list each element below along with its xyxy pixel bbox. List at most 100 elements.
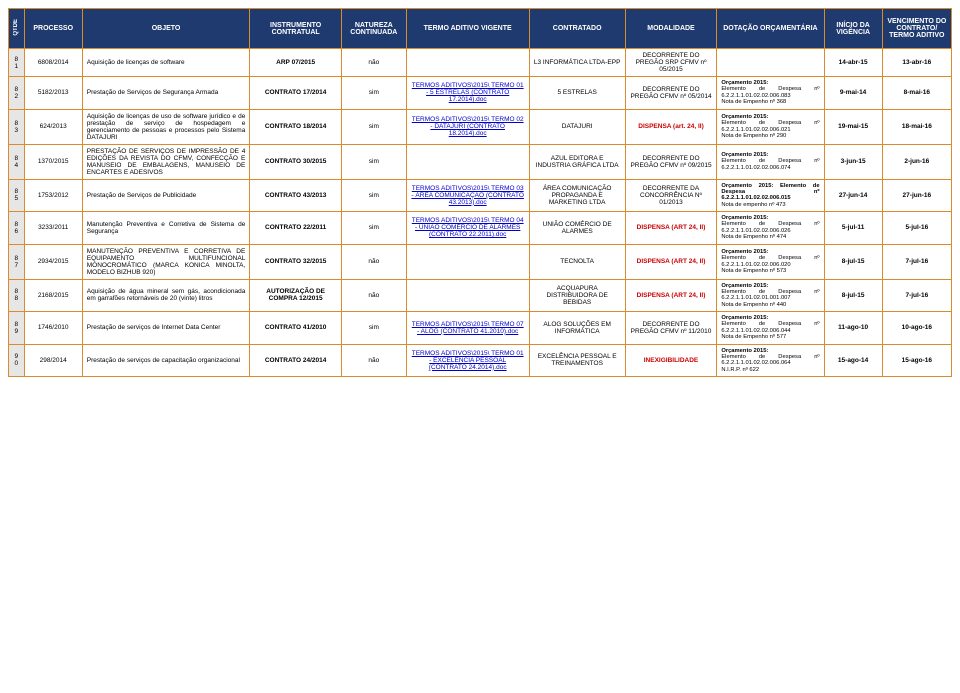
table-row: 851753/2012Prestação de Serviços de Publ… [9, 179, 952, 212]
cell-modalidade: DECORRENTE DA CONCORRÊNCIA Nº 01/2013 [625, 179, 717, 212]
cell-objeto: Prestação de serviços de capacitação org… [82, 344, 250, 377]
cell-qtde: 84 [9, 144, 25, 179]
cell-dotacao: Orçamento 2015:Elemento de Despesa nº 6.… [717, 109, 824, 144]
cell-dotacao: Orçamento 2015:Elemento de Despesa nº 6.… [717, 312, 824, 345]
cell-termo: TERMOS ADITIVOS\2015\ TERMO 03 - ÁREA CO… [406, 179, 529, 212]
cell-natureza: sim [341, 77, 406, 110]
cell-contratado: L3 INFORMÁTICA LTDA-EPP [529, 49, 625, 77]
table-row: 891746/2010Prestação de serviços de Inte… [9, 312, 952, 345]
cell-contratado: TECNOLTA [529, 244, 625, 279]
termo-link[interactable]: TERMOS ADITIVOS\2015\ TERMO 07 - ALOG (C… [412, 321, 524, 335]
cell-modalidade: DISPENSA (ART 24, II) [625, 212, 717, 245]
cell-qtde: 87 [9, 244, 25, 279]
table-row: 816808/2014Aquisição de licenças de soft… [9, 49, 952, 77]
col-termo: TERMO ADITIVO VIGENTE [406, 9, 529, 49]
cell-qtde: 89 [9, 312, 25, 345]
cell-modalidade: INEXIGIBILIDADE [625, 344, 717, 377]
cell-inicio: 8-jul-15 [824, 279, 882, 312]
cell-processo: 2934/2015 [24, 244, 82, 279]
cell-modalidade: DECORRENTE DO PREGÃO CFMV nº 09/2015 [625, 144, 717, 179]
cell-processo: 6808/2014 [24, 49, 82, 77]
cell-instrumento: CONTRATO 24/2014 [250, 344, 342, 377]
cell-objeto: Aquisição de água mineral sem gás, acond… [82, 279, 250, 312]
cell-contratado: ACQUAPURA DISTRIBUIDORA DE BEBIDAS [529, 279, 625, 312]
cell-instrumento: CONTRATO 30/2015 [250, 144, 342, 179]
cell-contratado: ALOG SOLUÇÕES EM INFORMÁTICA [529, 312, 625, 345]
col-contratado: CONTRATADO [529, 9, 625, 49]
cell-objeto: Aquisição de licenças de uso de software… [82, 109, 250, 144]
cell-modalidade: DISPENSA (ART 24, II) [625, 279, 717, 312]
col-processo: PROCESSO [24, 9, 82, 49]
col-modalidade: MODALIDADE [625, 9, 717, 49]
cell-termo [406, 244, 529, 279]
cell-natureza: sim [341, 212, 406, 245]
cell-dotacao: Orçamento 2015:Elemento de Despesa nº 6.… [717, 212, 824, 245]
cell-natureza: sim [341, 179, 406, 212]
cell-contratado: DATAJURI [529, 109, 625, 144]
col-inicio: INÍCIO DA VIGÊNCIA [824, 9, 882, 49]
cell-objeto: Aquisição de licenças de software [82, 49, 250, 77]
cell-processo: 3233/2011 [24, 212, 82, 245]
cell-vencimento: 27-jun-16 [882, 179, 951, 212]
cell-vencimento: 5-jul-16 [882, 212, 951, 245]
cell-vencimento: 2-jun-16 [882, 144, 951, 179]
cell-processo: 1370/2015 [24, 144, 82, 179]
cell-instrumento: CONTRATO 22/2011 [250, 212, 342, 245]
cell-inicio: 19-mai-15 [824, 109, 882, 144]
cell-instrumento: CONTRATO 41/2010 [250, 312, 342, 345]
cell-inicio: 14-abr-15 [824, 49, 882, 77]
cell-contratado: UNIÃO COMÉRCIO DE ALARMES [529, 212, 625, 245]
termo-link[interactable]: TERMOS ADITIVOS\2015\ TERMO 03 - ÁREA CO… [411, 185, 523, 206]
cell-objeto: Prestação de Serviços de Publicidade [82, 179, 250, 212]
col-dotacao: DOTAÇÃO ORÇAMENTÁRIA [717, 9, 824, 49]
cell-dotacao: Orçamento 2015:Elemento de Despesa nº 6.… [717, 279, 824, 312]
termo-link[interactable]: TERMOS ADITIVOS\2015\ TERMO 01 - EXCELÊN… [412, 350, 524, 371]
table-body: 816808/2014Aquisição de licenças de soft… [9, 49, 952, 377]
cell-natureza: não [341, 279, 406, 312]
cell-objeto: Prestação de Serviços de Segurança Armad… [82, 77, 250, 110]
contracts-table: QTDE PROCESSO OBJETO INSTRUMENTO CONTRAT… [8, 8, 952, 377]
termo-link[interactable]: TERMOS ADITIVOS\2015\ TERMO 02 - DATAJUR… [412, 116, 524, 137]
table-row: 841370/2015PRESTAÇÃO DE SERVIÇOS DE IMPR… [9, 144, 952, 179]
table-row: 882168/2015Aquisição de água mineral sem… [9, 279, 952, 312]
cell-qtde: 83 [9, 109, 25, 144]
cell-qtde: 82 [9, 77, 25, 110]
cell-processo: 624/2013 [24, 109, 82, 144]
cell-vencimento: 8-mai-16 [882, 77, 951, 110]
cell-inicio: 9-mai-14 [824, 77, 882, 110]
cell-inicio: 5-jul-11 [824, 212, 882, 245]
cell-instrumento: CONTRATO 32/2015 [250, 244, 342, 279]
cell-dotacao: Orçamento 2015:Elemento de Despesa nº 6.… [717, 77, 824, 110]
cell-objeto: Prestação de serviços de Internet Data C… [82, 312, 250, 345]
cell-dotacao [717, 49, 824, 77]
cell-qtde: 90 [9, 344, 25, 377]
cell-modalidade: DECORRENTE DO PREGÃO SRP CFMV nº 05/2015 [625, 49, 717, 77]
termo-link[interactable]: TERMOS ADITIVOS\2015\ TERMO 04 - UNIÃO C… [412, 217, 524, 238]
cell-instrumento: CONTRATO 17/2014 [250, 77, 342, 110]
col-natureza: NATUREZA CONTINUADA [341, 9, 406, 49]
cell-objeto: PRESTAÇÃO DE SERVIÇOS DE IMPRESSÃO DE 4 … [82, 144, 250, 179]
col-instrumento: INSTRUMENTO CONTRATUAL [250, 9, 342, 49]
table-row: 90298/2014Prestação de serviços de capac… [9, 344, 952, 377]
cell-inicio: 27-jun-14 [824, 179, 882, 212]
cell-dotacao: Orçamento 2015:Elemento de Despesa nº 6.… [717, 144, 824, 179]
col-qtde: QTDE [9, 9, 25, 49]
cell-modalidade: DECORRENTE DO PREGÃO CFMV nº 11/2010 [625, 312, 717, 345]
cell-inicio: 11-ago-10 [824, 312, 882, 345]
cell-modalidade: DISPENSA (art. 24, II) [625, 109, 717, 144]
cell-vencimento: 10-ago-16 [882, 312, 951, 345]
cell-natureza: sim [341, 109, 406, 144]
termo-link[interactable]: TERMOS ADITIVOS\2015\ TERMO 01 - 5 ESTRE… [412, 82, 524, 103]
table-row: 83624/2013Aquisição de licenças de uso d… [9, 109, 952, 144]
cell-contratado: 5 ESTRELAS [529, 77, 625, 110]
cell-vencimento: 15-ago-16 [882, 344, 951, 377]
cell-inicio: 8-jul-15 [824, 244, 882, 279]
cell-termo [406, 144, 529, 179]
col-vencimento: VENCIMENTO DO CONTRATO/ TERMO ADITIVO [882, 9, 951, 49]
cell-objeto: Manutenção Preventiva e Corretiva de Sis… [82, 212, 250, 245]
cell-instrumento: CONTRATO 18/2014 [250, 109, 342, 144]
table-header: QTDE PROCESSO OBJETO INSTRUMENTO CONTRAT… [9, 9, 952, 49]
cell-qtde: 86 [9, 212, 25, 245]
col-objeto: OBJETO [82, 9, 250, 49]
cell-qtde: 85 [9, 179, 25, 212]
